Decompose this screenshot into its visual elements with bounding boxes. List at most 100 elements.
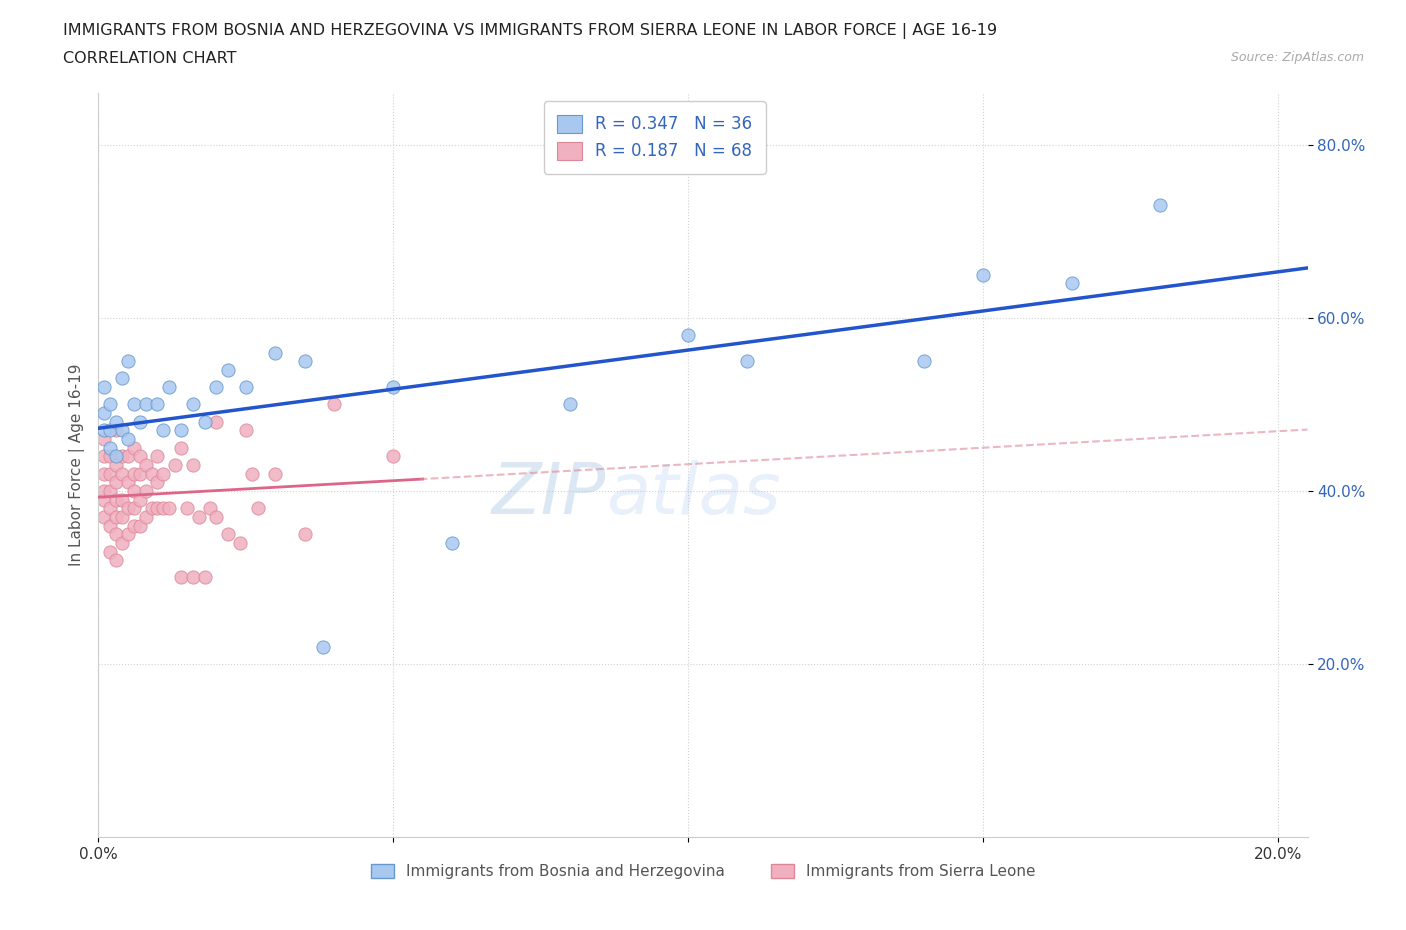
Point [105, 414, 128, 429]
Point [105, 458, 128, 472]
Point [205, 414, 228, 429]
Text: CORRELATION CHART: CORRELATION CHART [63, 51, 236, 66]
Point [217, 363, 239, 378]
Y-axis label: In Labor Force | Age 16-19: In Labor Force | Age 16-19 [69, 364, 84, 566]
Point [105, 423, 128, 438]
Point [441, 536, 464, 551]
Point [152, 423, 174, 438]
Point [98, 484, 121, 498]
Point [176, 501, 198, 516]
Point [181, 458, 204, 472]
Point [111, 423, 134, 438]
Point [165, 458, 187, 472]
Point [170, 440, 193, 455]
Point [311, 639, 333, 654]
Point [128, 414, 150, 429]
Point [1060, 276, 1083, 291]
Point [1149, 198, 1171, 213]
Point [105, 492, 128, 507]
Point [181, 397, 204, 412]
Text: IMMIGRANTS FROM BOSNIA AND HERZEGOVINA VS IMMIGRANTS FROM SIERRA LEONE IN LABOR : IMMIGRANTS FROM BOSNIA AND HERZEGOVINA V… [63, 23, 997, 39]
Point [105, 552, 128, 567]
Point [98, 449, 121, 464]
Point [117, 432, 139, 446]
Text: ZIP: ZIP [492, 460, 606, 529]
Point [93, 449, 115, 464]
Point [560, 397, 582, 412]
Point [217, 526, 239, 541]
Point [294, 353, 316, 368]
Point [122, 518, 145, 533]
Point [105, 510, 128, 525]
Point [128, 518, 150, 533]
Point [235, 379, 257, 394]
Point [912, 353, 935, 368]
Point [93, 466, 115, 481]
Point [170, 423, 193, 438]
Point [122, 397, 145, 412]
Point [135, 484, 157, 498]
Point [146, 397, 169, 412]
Point [117, 501, 139, 516]
Point [93, 405, 115, 420]
Point [122, 484, 145, 498]
Point [98, 466, 121, 481]
Point [122, 440, 145, 455]
Point [735, 353, 758, 368]
Point [98, 544, 121, 559]
Point [382, 449, 405, 464]
Point [170, 570, 193, 585]
Point [205, 510, 228, 525]
Point [122, 466, 145, 481]
Point [111, 449, 134, 464]
Point [117, 475, 139, 490]
Point [135, 510, 157, 525]
Point [235, 423, 257, 438]
Point [157, 501, 180, 516]
Point [146, 475, 169, 490]
Point [294, 526, 316, 541]
Point [678, 327, 700, 342]
Point [98, 423, 121, 438]
Point [146, 501, 169, 516]
Point [152, 466, 174, 481]
Point [93, 379, 115, 394]
Point [117, 526, 139, 541]
Point [141, 466, 163, 481]
Point [111, 371, 134, 386]
Point [264, 466, 287, 481]
Point [98, 397, 121, 412]
Text: Source: ZipAtlas.com: Source: ZipAtlas.com [1230, 51, 1364, 64]
Point [98, 440, 121, 455]
Point [229, 536, 252, 551]
Point [117, 353, 139, 368]
Point [128, 492, 150, 507]
Point [200, 501, 222, 516]
Point [205, 379, 228, 394]
Point [93, 510, 115, 525]
Point [152, 501, 174, 516]
Point [135, 458, 157, 472]
Point [181, 570, 204, 585]
Point [128, 449, 150, 464]
Point [382, 379, 405, 394]
Point [93, 484, 115, 498]
Point [111, 492, 134, 507]
Point [128, 466, 150, 481]
Point [187, 510, 209, 525]
Point [93, 492, 115, 507]
Point [135, 397, 157, 412]
Point [98, 518, 121, 533]
Point [105, 526, 128, 541]
Point [194, 414, 217, 429]
Point [105, 475, 128, 490]
Legend: Immigrants from Bosnia and Herzegovina, Immigrants from Sierra Leone: Immigrants from Bosnia and Herzegovina, … [364, 857, 1042, 885]
Point [141, 501, 163, 516]
Point [122, 501, 145, 516]
Point [111, 536, 134, 551]
Point [117, 449, 139, 464]
Point [98, 501, 121, 516]
Point [323, 397, 346, 412]
Point [93, 432, 115, 446]
Point [972, 267, 994, 282]
